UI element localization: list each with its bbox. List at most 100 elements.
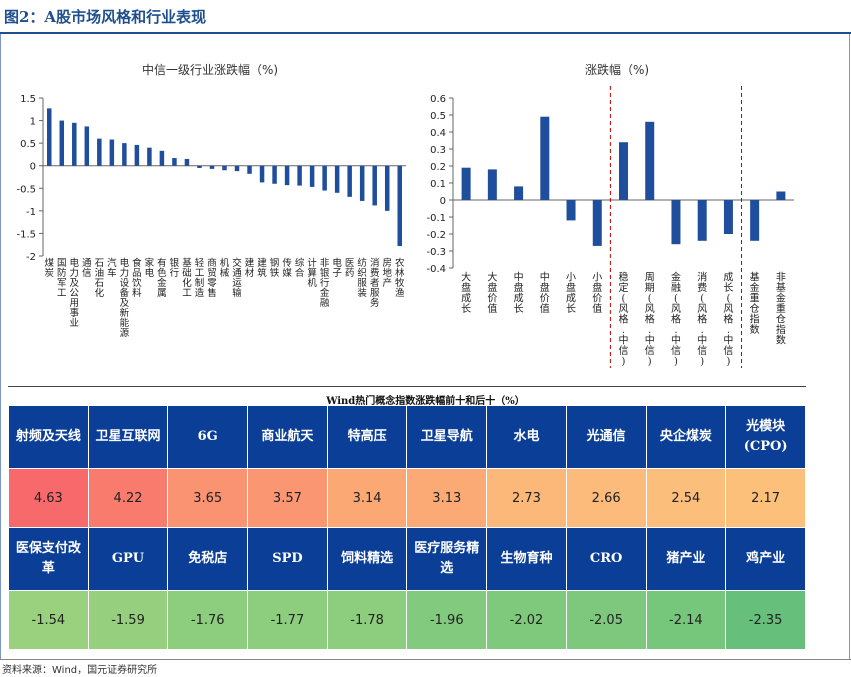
style-bar bbox=[697, 200, 707, 241]
top-concept-value-1: 4.63 bbox=[8, 468, 89, 528]
industry-bar bbox=[134, 144, 140, 166]
industry-y-tick-label: 1 bbox=[30, 117, 36, 128]
bottom-concept-name-8: CRO bbox=[565, 527, 647, 591]
industry-bar bbox=[234, 165, 240, 172]
top-concept-name-9: 央企煤炭 bbox=[645, 405, 727, 469]
style-x-tick-label: 中盘成长 bbox=[514, 271, 524, 316]
industry-x-tick-label: 交通运输 bbox=[232, 257, 242, 299]
top-concept-value-4: 3.57 bbox=[247, 468, 328, 528]
industry-x-tick-label: 钢铁 bbox=[270, 257, 280, 279]
figure-title: 图2：A股市场风格和行业表现 bbox=[4, 8, 207, 26]
industry-x-tick-label: 商贸零售 bbox=[207, 257, 217, 299]
style-bar bbox=[487, 169, 497, 200]
style-x-tick-label: 金融(风格.中信) bbox=[671, 271, 681, 368]
industry-bar bbox=[334, 165, 340, 193]
style-y-tick-label: 0.1 bbox=[430, 179, 446, 190]
bottom-concept-value-10: -2.35 bbox=[725, 590, 806, 650]
industry-x-tick-label: 通信 bbox=[82, 258, 92, 279]
top-concept-name-1: 射频及天线 bbox=[8, 405, 89, 469]
industry-bar bbox=[284, 165, 290, 186]
style-x-tick-label: 消费(风格.中信) bbox=[697, 271, 707, 368]
industry-x-tick-label: 机械 bbox=[220, 257, 230, 279]
top-concept-name-8: 光通信 bbox=[565, 405, 647, 469]
style-chart-title: 涨跌幅（%) bbox=[585, 62, 649, 77]
style-bar-chart: 涨跌幅（%) 0.6 0.5 0.4 0.3 0.2 0.1 0 -0.1 -0.2 -0.3 -0.… bbox=[426, 62, 794, 368]
industry-x-tick-label: 电力及公用事业 bbox=[70, 257, 80, 329]
style-bar bbox=[619, 142, 628, 200]
top-concept-value-10: 2.17 bbox=[725, 468, 806, 528]
style-y-tick-label: 0.6 bbox=[430, 94, 446, 105]
bottom-concept-value-9: -2.14 bbox=[645, 590, 727, 650]
industry-bar bbox=[397, 165, 402, 247]
top-concept-value-7: 2.73 bbox=[486, 468, 567, 528]
style-x-tick-label: 稳定(风格.中信) bbox=[619, 271, 629, 368]
bottom-concept-name-7: 生物育种 bbox=[486, 527, 567, 591]
style-bar bbox=[776, 191, 786, 200]
industry-bar bbox=[84, 126, 90, 166]
style-bar bbox=[461, 167, 471, 200]
industry-bar bbox=[184, 158, 190, 166]
style-x-tick-label: 成长(风格.中信) bbox=[723, 272, 733, 368]
industry-bar-chart: 中信一级行业涨跌幅（%)1.510.50-0.5-1-1.5-2煤炭国防军工电力… bbox=[16, 62, 406, 339]
industry-x-tick-label: 传媒 bbox=[282, 257, 292, 279]
style-y-tick-label: 0.2 bbox=[430, 162, 446, 173]
top-names-row: 射频及天线 卫星互联网 6G 商业航天 特高压 卫星导航 水电 光通信 央企煤炭 光模块(CPO) bbox=[8, 405, 806, 469]
style-bar bbox=[723, 200, 733, 234]
industry-bar bbox=[59, 120, 65, 166]
top-concept-name-4: 商业航天 bbox=[247, 405, 328, 469]
industry-bar bbox=[272, 165, 277, 184]
bottom-concept-value-8: -2.05 bbox=[565, 590, 647, 650]
style-bar bbox=[750, 200, 760, 241]
bottom-concept-value-7: -2.02 bbox=[486, 590, 567, 650]
industry-x-tick-label: 煤炭 bbox=[45, 257, 55, 279]
frame-right-border bbox=[849, 34, 850, 660]
style-bar bbox=[514, 186, 524, 200]
bottom-concept-value-1: -1.54 bbox=[8, 590, 89, 650]
industry-x-tick-label: 基础化工 bbox=[182, 257, 192, 299]
industry-x-tick-label: 建材 bbox=[245, 257, 255, 279]
industry-x-tick-label: 非银行金融 bbox=[320, 257, 330, 309]
top-concept-value-2: 4.22 bbox=[87, 468, 169, 528]
industry-y-tick-label: -0.5 bbox=[16, 184, 36, 195]
industry-bar bbox=[372, 165, 377, 206]
industry-y-tick-label: -1.5 bbox=[16, 229, 36, 240]
style-y-tick-label: 0.4 bbox=[430, 128, 446, 139]
style-bar bbox=[540, 116, 550, 200]
industry-x-tick-label: 医药 bbox=[345, 258, 355, 279]
bottom-concept-name-1: 医保支付改革 bbox=[8, 527, 89, 591]
industry-x-tick-label: 房地产 bbox=[382, 257, 392, 289]
bottom-concept-name-4: SPD bbox=[247, 527, 328, 591]
industry-y-tick-label: 1.5 bbox=[20, 94, 36, 105]
industry-bar bbox=[359, 165, 365, 201]
industry-y-tick-label: -2 bbox=[26, 252, 36, 263]
style-x-tick-label: 小盘成长 bbox=[566, 272, 576, 316]
industry-x-tick-label: 综合 bbox=[295, 257, 305, 279]
industry-bar bbox=[309, 165, 315, 187]
bottom-concept-name-9: 猪产业 bbox=[645, 527, 727, 591]
industry-bar bbox=[147, 147, 152, 166]
top-values-row: 4.63 4.22 3.65 3.57 3.14 3.13 2.73 2.66 2.54 2.17 bbox=[8, 468, 806, 528]
style-y-tick-label: -0.4 bbox=[426, 264, 446, 275]
industry-bar bbox=[122, 143, 127, 166]
top-concept-name-2: 卫星互联网 bbox=[87, 405, 169, 469]
industry-bar bbox=[97, 138, 102, 166]
style-x-tick-label: 非基金重仓指数 bbox=[776, 272, 786, 347]
frame-left-border bbox=[0, 34, 1, 660]
industry-x-tick-label: 国防军工 bbox=[57, 258, 67, 299]
industry-bar bbox=[322, 165, 327, 191]
top-concept-name-7: 水电 bbox=[486, 405, 567, 469]
industry-y-tick-label: 0.5 bbox=[20, 139, 36, 150]
top-concept-name-3: 6G bbox=[167, 405, 249, 469]
industry-x-tick-label: 轻工制造 bbox=[195, 257, 205, 299]
industry-bar bbox=[384, 165, 390, 211]
industry-x-tick-label: 电力设备及新能源 bbox=[120, 257, 130, 339]
bottom-concept-name-2: GPU bbox=[87, 527, 169, 591]
style-x-tick-label: 周期(风格.中信) bbox=[645, 272, 655, 368]
industry-y-tick-label: -1 bbox=[26, 207, 36, 218]
industry-bar bbox=[347, 165, 352, 197]
industry-x-tick-label: 食品饮料 bbox=[132, 257, 142, 299]
top-concept-value-9: 2.54 bbox=[645, 468, 727, 528]
bottom-concept-name-6: 医疗服务精选 bbox=[406, 527, 488, 591]
industry-bar bbox=[72, 122, 77, 166]
top-concept-value-8: 2.66 bbox=[565, 468, 647, 528]
